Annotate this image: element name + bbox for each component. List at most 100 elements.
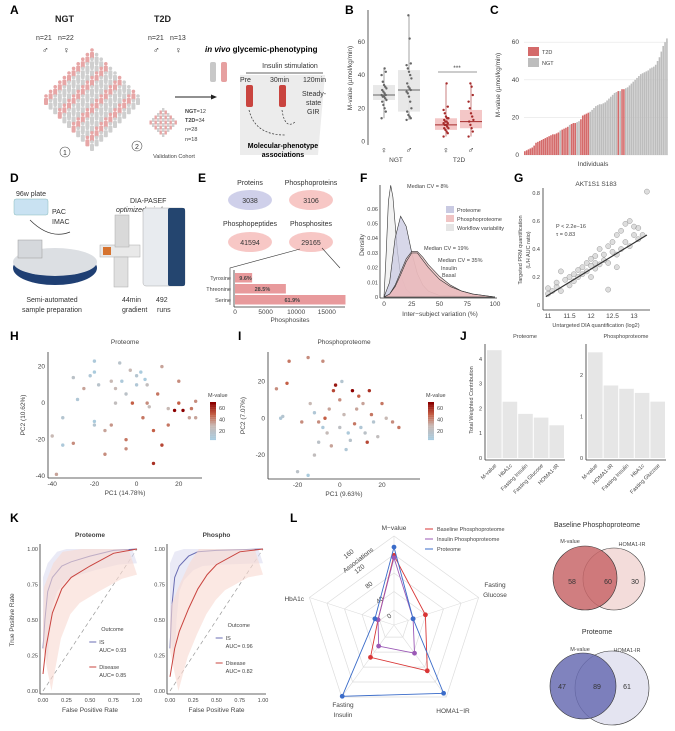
y-tick-label: 0.00	[154, 689, 165, 695]
x-tick-label: 11	[545, 313, 552, 320]
data-point	[405, 90, 408, 93]
group-label: T2D	[453, 157, 466, 164]
arrow-head-icon	[211, 94, 217, 100]
person-icon	[85, 75, 90, 82]
data-point	[442, 135, 445, 138]
muscle-biopsy-pre-icon	[246, 85, 253, 107]
dia-label: DIA-PASEF	[130, 198, 166, 205]
colorbar-segment	[210, 436, 216, 439]
person-icon	[85, 52, 90, 57]
data-point	[287, 359, 291, 363]
person-icon	[67, 71, 71, 75]
colorbar-segment	[428, 432, 434, 435]
data-point	[472, 118, 475, 122]
regression-line	[545, 234, 648, 298]
person-icon	[108, 66, 113, 71]
person-icon	[99, 85, 103, 89]
person-icon	[94, 71, 99, 75]
x-tick-label: -20	[90, 481, 100, 488]
x-tick-label: 0.75	[234, 698, 245, 704]
data-point	[365, 440, 369, 444]
bar	[617, 91, 620, 155]
data-point	[354, 407, 359, 411]
person-icon	[94, 139, 99, 147]
x-tick-label: 12.5	[606, 313, 619, 320]
data-point	[575, 267, 581, 273]
prep-label-1: Semi-automated	[26, 297, 77, 304]
x-tick-label: 1.00	[258, 698, 269, 704]
y-tick-label: 1	[580, 415, 583, 421]
person-icon	[76, 62, 80, 66]
person-icon	[154, 125, 157, 130]
x-tick-label: 0.25	[188, 698, 199, 704]
bar	[538, 140, 541, 155]
person-icon	[94, 84, 99, 92]
person-icon	[122, 102, 127, 110]
person-icon	[94, 130, 99, 138]
data-point	[82, 386, 86, 391]
person-icon	[108, 121, 113, 126]
venn-proteome-a-label: M-value	[570, 647, 590, 653]
bar	[563, 128, 565, 155]
colorbar-segment	[428, 430, 434, 433]
robot-screen-icon	[17, 239, 43, 259]
bar	[613, 92, 616, 155]
colorbar-segment	[210, 422, 216, 425]
phosphopeptides-label: Phosphopeptides	[223, 221, 278, 228]
data-point	[382, 90, 385, 93]
data-point	[618, 227, 624, 234]
person-icon	[48, 93, 53, 101]
colorbar-segment	[210, 424, 216, 427]
person-icon	[81, 57, 85, 61]
person-icon	[94, 89, 99, 94]
panel-label: L	[290, 511, 297, 525]
bar	[552, 134, 554, 155]
bar	[567, 126, 569, 155]
data-point	[361, 401, 365, 406]
bar	[583, 114, 586, 155]
x-axis-label: False Positive Rate	[189, 707, 245, 714]
phosphosites-count: 29165	[301, 240, 321, 247]
person-icon	[108, 75, 113, 80]
panel-l: 04080120160AssociationsM−valueFastingGlu…	[284, 525, 507, 719]
data-point	[409, 73, 412, 77]
data-point	[558, 288, 564, 294]
confidence-band	[170, 549, 263, 691]
bar	[658, 57, 661, 155]
data-point	[143, 377, 147, 382]
data-point	[141, 416, 145, 420]
data-point	[145, 383, 149, 387]
data-point	[470, 127, 473, 130]
person-icon	[99, 103, 103, 107]
bar	[524, 151, 526, 155]
person-icon	[103, 111, 108, 119]
person-icon	[85, 102, 90, 110]
data-point	[384, 93, 387, 97]
y-tick-label: 20	[258, 378, 266, 385]
person-icon	[90, 134, 94, 142]
data-point	[409, 100, 412, 103]
data-point	[363, 431, 367, 435]
data-point	[596, 246, 603, 252]
person-icon	[113, 121, 117, 128]
data-point	[408, 87, 411, 90]
data-point	[562, 276, 569, 283]
x-axis-label: Inter−subject variation (%)	[402, 311, 478, 318]
data-point	[409, 88, 412, 92]
person-icon	[126, 88, 131, 96]
bar	[591, 109, 593, 155]
time-120min: 120min	[303, 77, 326, 84]
data-point	[50, 434, 54, 438]
person-icon	[117, 94, 122, 98]
person-icon	[76, 71, 80, 75]
y-axis-label: Total Weighted Contribution	[469, 366, 475, 433]
data-point	[96, 383, 101, 387]
person-icon	[80, 134, 85, 142]
person-icon	[94, 111, 99, 119]
data-point	[348, 438, 353, 443]
category-label: Serine	[215, 298, 231, 304]
person-icon	[159, 130, 162, 135]
y-tick-label: 1.00	[27, 547, 38, 553]
person-icon	[85, 108, 90, 112]
